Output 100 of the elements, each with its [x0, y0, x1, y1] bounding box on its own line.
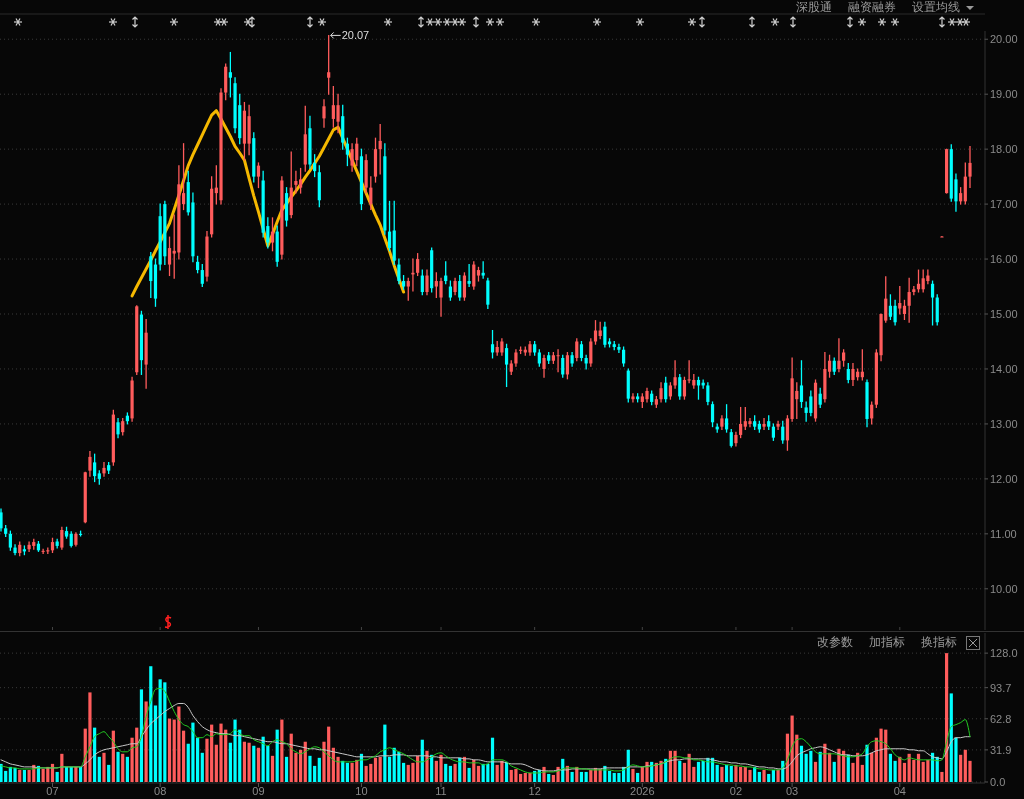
- y-tick-label: 0.0: [990, 775, 1006, 788]
- bar: [121, 753, 125, 782]
- bar: [767, 773, 771, 782]
- bar: [373, 757, 378, 782]
- text: 设置均线: [912, 0, 960, 14]
- bar: [837, 748, 841, 782]
- x-tick-label: 09: [252, 785, 265, 797]
- candlestick: [416, 252, 420, 277]
- bar: [200, 752, 204, 782]
- bar: [439, 754, 443, 782]
- bar: [678, 760, 682, 782]
- bar: [247, 742, 251, 782]
- candlestick: [673, 359, 677, 390]
- bar: [528, 772, 532, 782]
- candlestick: [102, 461, 106, 478]
- bar: [682, 762, 687, 782]
- candlestick: [561, 354, 565, 379]
- annotation: 加指标: [869, 635, 905, 649]
- y-tick-label: 128.0: [990, 646, 1018, 659]
- candlestick: [921, 268, 925, 294]
- bar: [317, 757, 321, 782]
- bar: [233, 719, 237, 782]
- candlestick: [41, 548, 45, 555]
- candlestick: [851, 362, 855, 387]
- candlestick: [327, 34, 331, 96]
- bar: [153, 705, 158, 782]
- bar: [570, 771, 574, 782]
- bar: [818, 751, 822, 782]
- text: 融资融券: [848, 0, 896, 14]
- candlestick: [472, 260, 476, 291]
- bar: [378, 756, 382, 782]
- candlestick: [439, 277, 443, 318]
- bar: [163, 682, 167, 782]
- bar: [298, 749, 303, 782]
- candlestick: [336, 93, 340, 134]
- x-tick-label: 07: [46, 785, 59, 797]
- bar: [219, 723, 223, 782]
- bar: [242, 741, 247, 782]
- bar: [921, 761, 925, 782]
- bar: [888, 753, 893, 782]
- candlestick: [678, 373, 682, 401]
- candlestick: [682, 376, 687, 401]
- candlestick: [930, 279, 935, 327]
- candlestick: [167, 235, 172, 277]
- bar: [879, 728, 883, 782]
- bar: [27, 769, 31, 782]
- candlestick: [369, 175, 373, 211]
- candlestick: [425, 268, 429, 296]
- bar: [762, 769, 766, 782]
- bar: [636, 772, 640, 782]
- bar: [350, 762, 354, 782]
- candlestick: [687, 359, 691, 384]
- bar: [870, 752, 874, 782]
- y-tick-label: 14.00: [990, 362, 1018, 375]
- y-tick-label: 12.00: [990, 472, 1018, 485]
- bar: [631, 768, 635, 782]
- line-series: [0, 702, 971, 772]
- bar: [809, 750, 813, 782]
- bar: [514, 768, 518, 782]
- candlestick: [345, 137, 350, 167]
- bar: [757, 771, 761, 782]
- candlestick: [322, 98, 326, 129]
- x-tick-label: 04: [893, 785, 906, 797]
- bar: [345, 762, 350, 782]
- bar: [139, 689, 144, 782]
- candlestick: [27, 540, 31, 553]
- candlestick: [795, 381, 799, 420]
- bar: [78, 766, 83, 782]
- bar: [729, 765, 733, 782]
- candlestick: [664, 376, 668, 404]
- x-tick-label: 08: [154, 785, 167, 797]
- candlestick: [294, 169, 298, 195]
- bar: [476, 765, 481, 782]
- bar: [308, 755, 312, 782]
- y-tick-label: 15.00: [990, 307, 1018, 320]
- candlestick: [575, 337, 579, 362]
- candlestick: [748, 417, 752, 428]
- bar: [401, 762, 406, 782]
- candlestick: [406, 277, 410, 302]
- bar: [547, 773, 551, 782]
- candlestick: [710, 400, 715, 428]
- bar: [579, 771, 584, 782]
- bar: [167, 718, 172, 782]
- candlestick: [809, 389, 813, 417]
- bar: [584, 771, 588, 782]
- y-tick-label: 10.00: [990, 582, 1018, 595]
- candlestick: [542, 354, 546, 379]
- candlestick: [378, 123, 382, 176]
- candlestick: [579, 340, 584, 362]
- bar: [959, 754, 963, 782]
- annotation: 换指标: [921, 635, 957, 649]
- candlestick: [898, 285, 902, 316]
- candlestick: [448, 279, 452, 302]
- bar: [444, 763, 448, 782]
- bar: [0, 763, 3, 782]
- bar: [453, 763, 457, 782]
- candlestick: [729, 428, 733, 449]
- candlestick: [93, 453, 97, 483]
- bar: [97, 756, 101, 782]
- bar: [865, 744, 869, 782]
